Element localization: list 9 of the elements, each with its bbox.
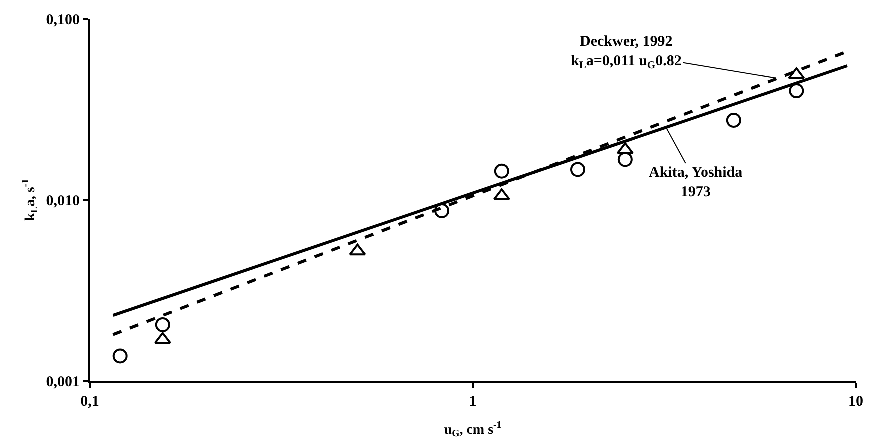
y-tick-label: 0,001 xyxy=(46,374,80,390)
y-tick-label: 0,010 xyxy=(46,193,80,210)
annotation: Deckwer, 1992 k$_{L}$a=0,011 u$_{G}$0.82 xyxy=(571,34,682,72)
annotation: Akita, Yoshida 1973 xyxy=(649,165,744,200)
x-tick-label: 1 xyxy=(469,394,477,410)
x-tick-label: 10 xyxy=(848,394,864,410)
x-tick-label: 0,1 xyxy=(80,394,100,410)
x-axis-title: u$_{G}$, cm s$^{-1}$ xyxy=(444,420,502,440)
y-tick-label: 0,100 xyxy=(46,12,80,28)
